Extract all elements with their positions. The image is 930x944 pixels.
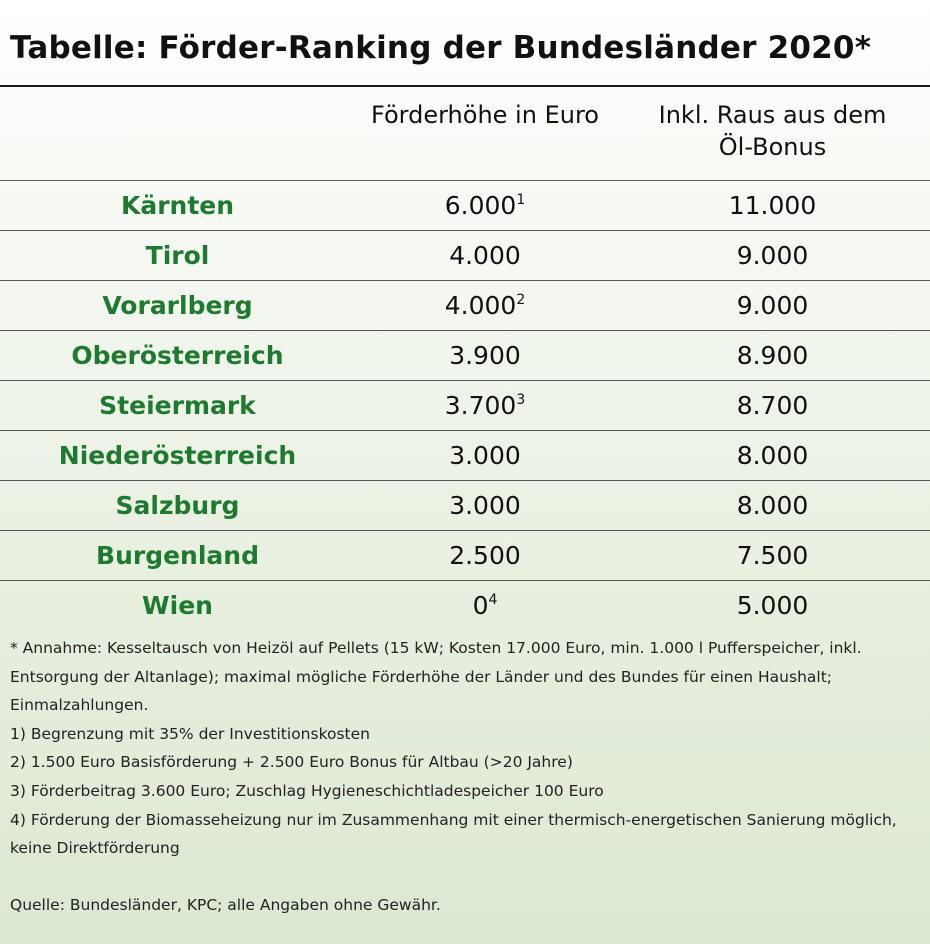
foerderhoehe-value: 4.0002	[345, 281, 625, 330]
foerderhoehe-amount: 2.500	[449, 541, 521, 570]
column-header-inkl-bonus: Inkl. Raus aus dem Öl-Bonus	[630, 99, 915, 163]
footnote-2: 2) 1.500 Euro Basisförderung + 2.500 Eur…	[10, 753, 573, 772]
column-header-inkl-bonus-line2: Öl-Bonus	[718, 133, 827, 161]
footnote-4: 4) Förderung der Biomasseheizung nur im …	[10, 810, 897, 858]
foerderhoehe-value: 3.000	[345, 431, 625, 480]
footnote-1: 1) Begrenzung mit 35% der Investitionsko…	[10, 724, 370, 743]
footnote-marker: 2	[516, 292, 526, 308]
inkl-bonus-value: 8.700	[736, 391, 809, 420]
footnotes: * Annahme: Kesseltausch von Heizöl auf P…	[10, 634, 915, 919]
land-name: Burgenland	[96, 541, 259, 570]
foerderhoehe-value: 3.7003	[345, 381, 625, 430]
land-name: Steiermark	[99, 391, 256, 420]
footnote-3: 3) Förderbeitrag 3.600 Euro; Zuschlag Hy…	[10, 781, 604, 800]
foerderhoehe-amount: 3.000	[449, 491, 521, 520]
inkl-bonus-value: 5.000	[736, 591, 809, 620]
foerderhoehe-amount: 4.000	[449, 241, 521, 270]
land-name: Niederösterreich	[58, 441, 297, 470]
inkl-bonus-value: 7.500	[736, 541, 809, 570]
land-name: Salzburg	[115, 491, 240, 520]
table-row-niederoesterreich: Niederösterreich 3.000 8.000	[0, 430, 930, 480]
title-rule	[0, 85, 930, 87]
table-row-steiermark: Steiermark 3.7003 8.700	[0, 380, 930, 430]
table-row-wien: Wien 04 5.000	[0, 580, 930, 630]
table-row-vorarlberg: Vorarlberg 4.0002 9.000	[0, 280, 930, 330]
table-row-oberoesterreich: Oberösterreich 3.900 8.900	[0, 330, 930, 380]
foerderhoehe-amount: 3.000	[449, 441, 521, 470]
footnote-marker: 1	[516, 192, 526, 208]
foerderhoehe-amount: 3.700	[444, 391, 517, 420]
land-name: Vorarlberg	[102, 291, 253, 320]
source-note: Quelle: Bundesländer, KPC; alle Angaben …	[10, 895, 441, 914]
footnote-marker: 3	[516, 392, 526, 408]
foerderhoehe-value: 6.0001	[345, 181, 625, 230]
foerderhoehe-value: 2.500	[345, 531, 625, 580]
inkl-bonus-value: 11.000	[728, 191, 817, 220]
land-name: Wien	[142, 591, 213, 620]
foerderhoehe-amount: 6.000	[444, 191, 517, 220]
column-header-inkl-bonus-line1: Inkl. Raus aus dem	[658, 101, 887, 129]
foerderhoehe-value: 04	[345, 581, 625, 630]
inkl-bonus-value: 8.000	[736, 441, 809, 470]
land-name: Kärnten	[120, 191, 235, 220]
assumption-note: * Annahme: Kesseltausch von Heizöl auf P…	[10, 639, 862, 715]
inkl-bonus-value: 9.000	[736, 241, 809, 270]
inkl-bonus-value: 8.000	[736, 491, 809, 520]
footnote-marker: 4	[488, 592, 498, 608]
table-row-salzburg: Salzburg 3.000 8.000	[0, 480, 930, 530]
table-row-tirol: Tirol 4.000 9.000	[0, 230, 930, 280]
foerderhoehe-value: 3.000	[345, 481, 625, 530]
foerderhoehe-amount: 4.000	[444, 291, 517, 320]
foerderhoehe-amount: 3.900	[449, 341, 521, 370]
foerderhoehe-value: 3.900	[345, 331, 625, 380]
foerderhoehe-value: 4.000	[345, 231, 625, 280]
land-name: Tirol	[145, 241, 210, 270]
foerderhoehe-amount: 0	[472, 591, 489, 620]
table-row-burgenland: Burgenland 2.500 7.500	[0, 530, 930, 580]
column-header-foerderhoehe: Förderhöhe in Euro	[371, 101, 599, 129]
inkl-bonus-value: 8.900	[736, 341, 809, 370]
inkl-bonus-value: 9.000	[736, 291, 809, 320]
table-row-kaernten: Kärnten 6.0001 11.000	[0, 180, 930, 230]
table-title: Tabelle: Förder-Ranking der Bundesländer…	[10, 30, 872, 66]
land-name: Oberösterreich	[71, 341, 284, 370]
